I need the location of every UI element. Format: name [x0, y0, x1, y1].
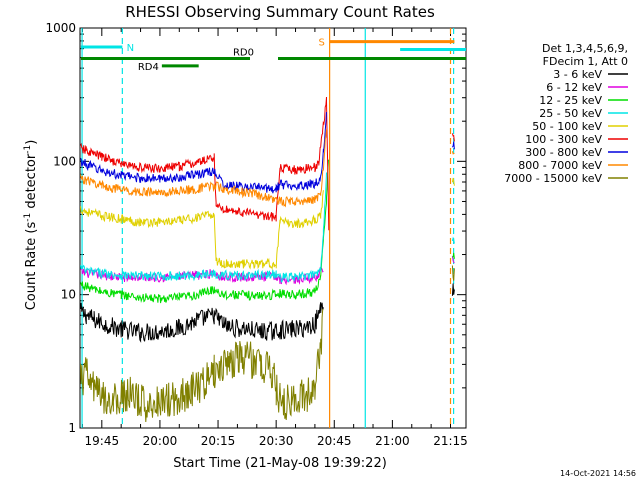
legend-entry-label: 6 - 12 keV	[546, 81, 602, 94]
series-lines	[80, 96, 455, 423]
state-bar-label: RD0	[233, 48, 254, 59]
series-line	[80, 283, 455, 343]
x-tick-label: 21:15	[433, 434, 468, 448]
x-tick-label: 20:30	[259, 434, 294, 448]
y-tick-label: 1	[68, 421, 76, 435]
timestamp: 14-Oct-2021 14:56	[560, 469, 636, 478]
x-tick-label: 20:15	[201, 434, 236, 448]
y-tick-labels: 1 10 100 1000	[45, 21, 76, 435]
series-line	[80, 159, 455, 304]
series-line	[80, 112, 455, 194]
state-bars: N S RD0 RD4	[80, 38, 466, 73]
legend-entry-label: 300 - 800 keV	[525, 146, 602, 159]
x-tick-label: 20:00	[143, 434, 178, 448]
x-tick-label: 21:00	[375, 434, 410, 448]
x-tick-labels: 19:45 20:00 20:15 20:30 20:45 21:00 21:15	[85, 434, 468, 448]
state-bar-label: RD4	[138, 62, 159, 73]
legend-header-line-1: Det 1,3,4,5,6,9,	[542, 42, 628, 55]
x-tick-label: 19:45	[85, 434, 120, 448]
state-bar-label: N	[127, 43, 134, 54]
x-tick-label: 20:45	[317, 434, 352, 448]
legend-entry-label: 3 - 6 keV	[553, 68, 602, 81]
vertical-markers	[81, 28, 455, 428]
series-line	[80, 129, 455, 208]
legend: Det 1,3,4,5,6,9, FDecim 1, Att 0 3 - 6 k…	[504, 42, 628, 185]
series-line	[80, 177, 455, 271]
legend-entry-label: 7000 - 15000 keV	[504, 172, 602, 185]
plot-frame	[79, 27, 467, 429]
state-bar-label: S	[318, 38, 324, 49]
legend-entry-label: 800 - 7000 keV	[518, 159, 602, 172]
y-tick-label: 10	[61, 288, 76, 302]
legend-entry-label: 25 - 50 keV	[539, 107, 602, 120]
x-axis-label: Start Time (21-May-08 19:39:22)	[173, 456, 387, 471]
series-line	[80, 96, 455, 231]
series-line	[80, 172, 455, 283]
series-line	[80, 265, 455, 423]
legend-entry-label: 12 - 25 keV	[539, 94, 602, 107]
y-tick-label: 100	[53, 154, 76, 168]
legend-header-line-2: FDecim 1, Att 0	[543, 55, 628, 68]
axes	[79, 27, 467, 429]
y-tick-label: 1000	[45, 21, 76, 35]
chart-title: RHESSI Observing Summary Count Rates	[125, 3, 435, 21]
legend-entry-label: 50 - 100 keV	[532, 120, 602, 133]
y-axis-label: Count Rate (s-1 detector-1)	[23, 140, 39, 311]
legend-entry-label: 100 - 300 keV	[525, 133, 602, 146]
